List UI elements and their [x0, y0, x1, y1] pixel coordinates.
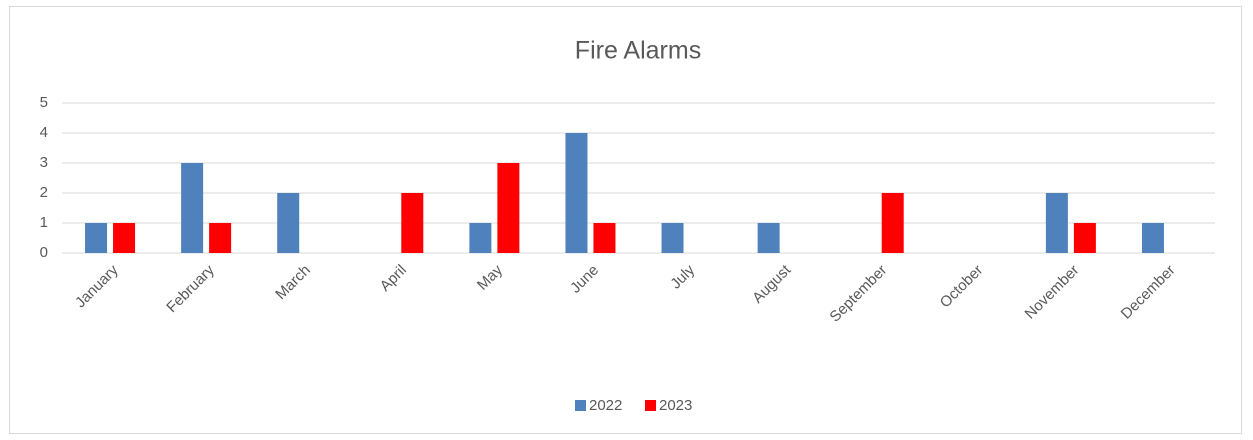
bar [757, 223, 780, 253]
y-tick-label: 3 [40, 154, 48, 171]
bar [497, 163, 520, 253]
chart-title: Fire Alarms [575, 37, 701, 65]
y-tick-label: 5 [40, 94, 48, 111]
bar [565, 133, 588, 253]
y-tick-label: 1 [40, 214, 48, 231]
bar [1045, 193, 1068, 253]
bar [593, 223, 616, 253]
legend-label: 2022 [589, 397, 622, 414]
bar [881, 193, 904, 253]
y-tick-label: 4 [40, 124, 48, 141]
legend-swatch [645, 400, 656, 411]
bar [469, 223, 492, 253]
bar [1073, 223, 1096, 253]
y-tick-label: 2 [40, 184, 48, 201]
bar [209, 223, 232, 253]
bar [181, 163, 204, 253]
chart-frame [9, 6, 1242, 434]
legend-label: 2023 [659, 397, 692, 414]
bar [85, 223, 108, 253]
y-tick-label: 0 [40, 244, 48, 261]
bar [277, 193, 300, 253]
legend-swatch [575, 400, 586, 411]
bar [113, 223, 136, 253]
bar [661, 223, 684, 253]
bar [1141, 223, 1164, 253]
bar [401, 193, 424, 253]
